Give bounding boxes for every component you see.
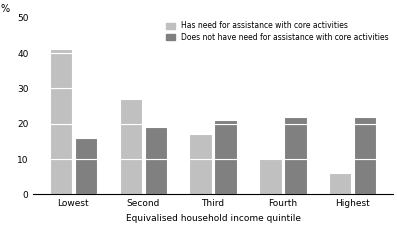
Bar [259, 159, 281, 194]
Legend: Has need for assistance with core activities, Does not have need for assistance : Has need for assistance with core activi… [166, 22, 389, 42]
Bar [145, 127, 167, 159]
Bar [50, 159, 72, 194]
Bar [50, 53, 72, 88]
Bar [119, 159, 142, 194]
Bar [189, 159, 212, 194]
Bar [50, 49, 72, 53]
Bar [75, 138, 97, 159]
Bar [119, 124, 142, 159]
Bar [284, 159, 306, 194]
Bar [75, 159, 97, 194]
Text: %: % [0, 4, 9, 14]
X-axis label: Equivalised household income quintile: Equivalised household income quintile [125, 214, 301, 223]
Bar [284, 117, 306, 124]
Bar [189, 134, 212, 159]
Bar [50, 124, 72, 159]
Bar [50, 88, 72, 124]
Bar [214, 120, 237, 124]
Bar [354, 124, 376, 159]
Bar [284, 124, 306, 159]
Bar [214, 159, 237, 194]
Bar [354, 159, 376, 194]
Bar [214, 124, 237, 159]
Bar [329, 173, 351, 194]
Bar [119, 99, 142, 124]
Bar [354, 117, 376, 124]
Bar [145, 159, 167, 194]
